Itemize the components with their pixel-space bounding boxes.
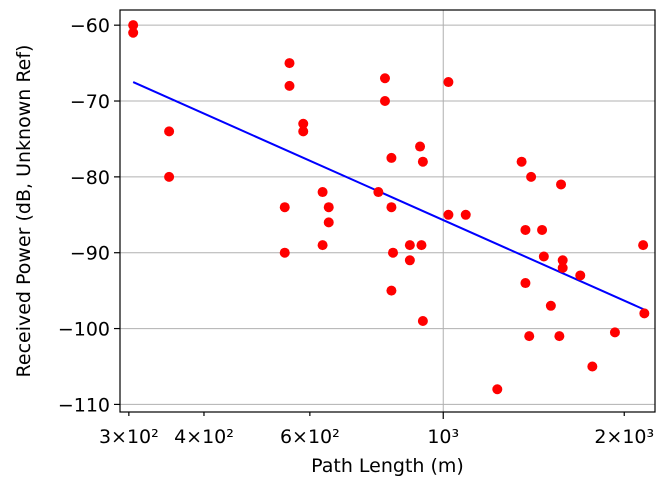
data-point [404, 255, 415, 266]
data-point [609, 327, 620, 338]
x-axis-label: Path Length (m) [311, 455, 464, 477]
data-point [516, 156, 527, 167]
y-axis-label: Received Power (dB, Unknown Ref) [13, 45, 35, 378]
grid [120, 10, 655, 412]
data-point [443, 209, 454, 220]
data-point [373, 187, 384, 198]
data-point [545, 300, 556, 311]
data-point [298, 126, 309, 137]
data-points [128, 20, 650, 395]
data-point [128, 27, 139, 38]
x-tick-label: 3×10² [99, 426, 159, 448]
data-point [557, 255, 568, 266]
data-point [164, 126, 175, 137]
data-point [460, 209, 471, 220]
data-point [443, 77, 454, 88]
data-point [284, 80, 295, 91]
axis-ticks: −60 −70 −80 −90 −100 −110 3×10² 4×10² 6×10² 10³ 2×… [58, 15, 654, 448]
y-tick-label: −60 [70, 15, 110, 37]
data-point [279, 247, 290, 258]
data-point [557, 262, 568, 273]
x-tick-label: 4×10² [174, 426, 234, 448]
y-tick-label: −80 [70, 167, 110, 189]
data-point [524, 331, 535, 342]
y-tick-label: −90 [70, 243, 110, 265]
data-point [639, 308, 650, 319]
data-point [279, 202, 290, 213]
y-tick-label: −110 [58, 394, 110, 416]
data-point [379, 96, 390, 107]
data-point [284, 58, 295, 69]
data-point [538, 251, 549, 262]
x-tick-label: 6×10² [280, 426, 340, 448]
data-point [526, 171, 537, 182]
plot-frame [119, 9, 656, 413]
fit-line [132, 81, 645, 311]
data-point [415, 141, 426, 152]
data-point [317, 187, 328, 198]
data-point [520, 278, 531, 289]
data-point [492, 384, 503, 395]
data-point [298, 118, 309, 129]
data-point [537, 224, 548, 235]
data-point [388, 247, 399, 258]
data-point [575, 270, 586, 281]
data-point [128, 20, 139, 31]
y-tick-label: −70 [70, 91, 110, 113]
data-point [386, 202, 397, 213]
data-point [386, 152, 397, 163]
data-point [164, 171, 175, 182]
x-tick-label: 10³ [427, 426, 459, 448]
data-point [638, 240, 649, 251]
data-point [323, 202, 334, 213]
y-tick-label: −100 [58, 319, 110, 341]
x-tick-label: 2×10³ [594, 426, 654, 448]
data-point [317, 240, 328, 251]
data-point [587, 361, 598, 372]
data-point [379, 73, 390, 84]
data-point [404, 240, 415, 251]
data-point [386, 285, 397, 296]
data-point [417, 156, 428, 167]
data-point [323, 217, 334, 228]
fit-line-layer [132, 81, 645, 311]
data-point [554, 331, 565, 342]
data-point [416, 240, 427, 251]
data-point [520, 224, 531, 235]
data-point [417, 315, 428, 326]
data-point [556, 179, 567, 190]
